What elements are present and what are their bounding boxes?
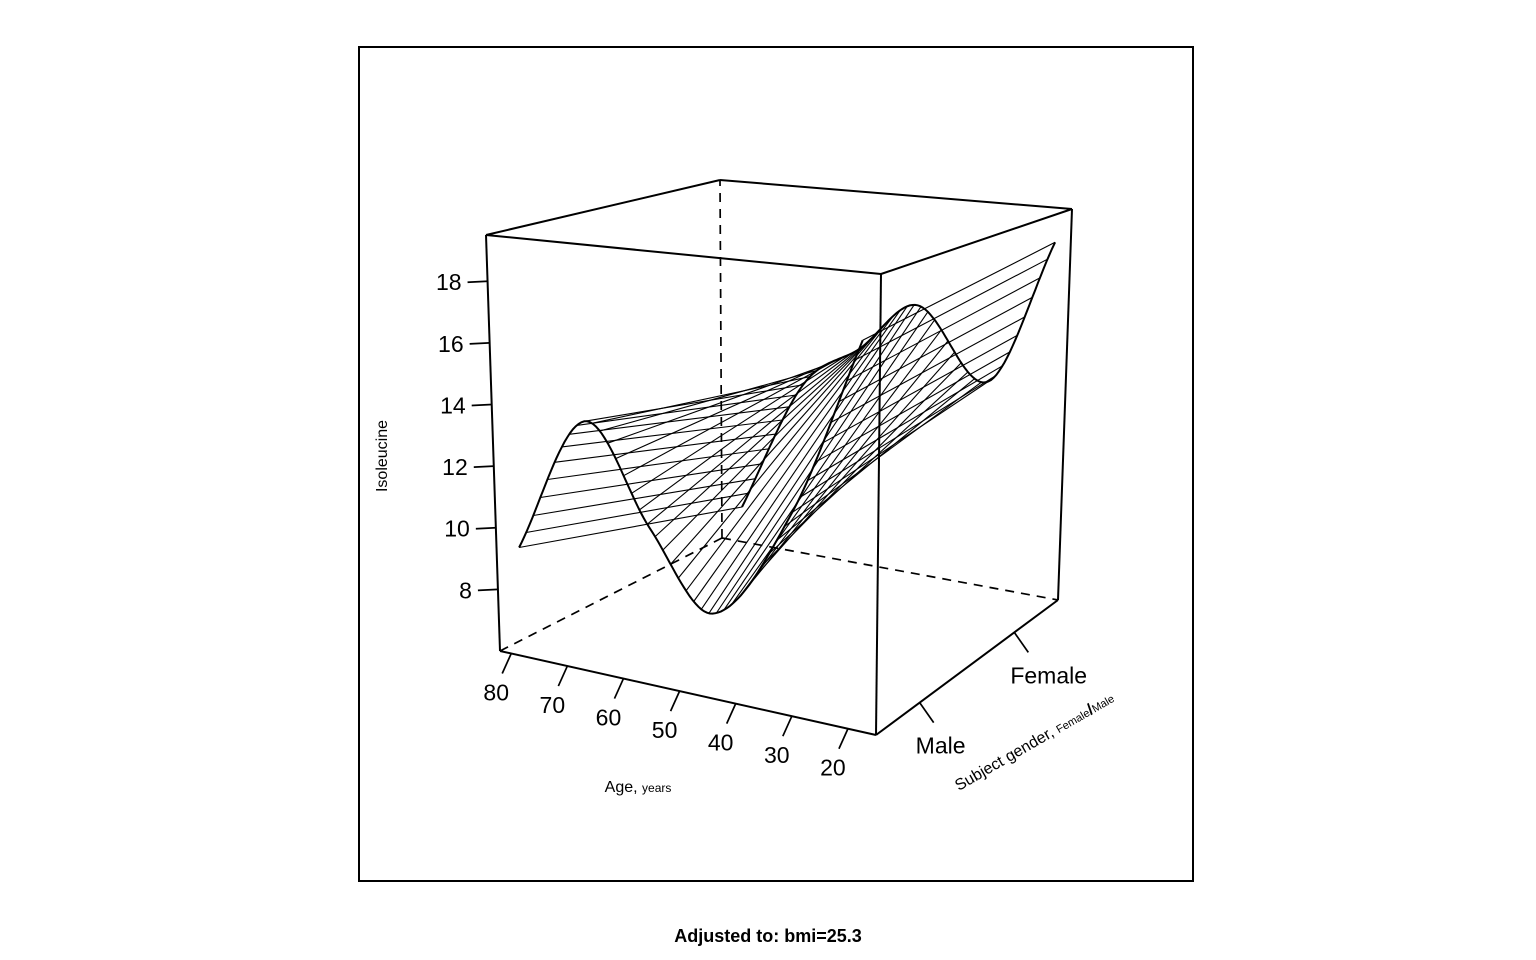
surface-line [599,369,817,432]
x-tick-label: 70 [540,692,566,718]
box-edge [875,273,882,736]
y-tick [1013,631,1030,653]
surface-line [807,365,1003,482]
z-tick [467,280,488,284]
x-tick [557,665,569,687]
box-front-edges [485,179,1073,736]
z-tick-label: 18 [436,269,462,295]
y-tick [918,702,935,724]
surface-line [554,433,776,463]
surface [518,241,1057,615]
x-tick [613,678,625,699]
box-hidden-edge [721,537,1059,601]
surface-line [846,277,1041,382]
z-tick-label: 10 [444,516,470,542]
surface-line [654,343,866,538]
x-tick-label: 50 [652,717,678,743]
surface-line [615,361,831,460]
surface-line [854,258,1048,361]
box-edge [880,208,1073,275]
surface-line [862,241,1056,341]
surface-line [576,394,797,426]
box-edge [485,234,501,652]
x-tick [669,690,681,712]
surface-line [761,362,962,567]
z-tick-label: 16 [438,331,464,357]
surface-line [639,353,852,511]
box-hidden-edges [499,179,1059,652]
surface-line [693,309,901,602]
surface-line [822,334,1018,444]
x-tick-label: 60 [596,705,622,731]
x-tick [838,728,849,750]
x-tick-label: 20 [820,755,846,781]
y-axis-label: Subject gender, Female/Male [952,690,1117,795]
box-edge [719,179,1073,210]
z-tick [469,342,490,345]
surface-line [700,305,908,610]
surface-line [791,381,989,513]
z-tick-label: 8 [459,577,472,603]
surface-line [838,296,1033,403]
surface-line [631,356,845,494]
box-hidden-edge [719,179,723,539]
surface-line [646,349,859,525]
z-tick [477,588,498,592]
box-edge [499,650,877,736]
box-edge [1057,208,1073,601]
z-tick [471,403,492,407]
z-axis-label: Isoleucine [374,420,391,492]
surface-line [731,319,936,605]
surface-edge-female [741,241,1057,508]
surface-line [526,492,749,534]
surface-line [815,351,1011,463]
surface-line [670,330,880,565]
adjustment-caption: Adjusted to: bmi=25.3 [674,926,862,946]
x-tick [725,703,737,725]
y-tick-label: Male [916,733,966,759]
x-tick-label: 30 [764,742,790,768]
surface-line [584,384,804,422]
surface-line [723,311,929,611]
surface-line [519,506,743,549]
x-tick [782,715,793,737]
surface-line [677,322,887,579]
y-tick-label: Female [1010,662,1087,688]
axes: 8 10 12 14 16 18 80 70 60 50 40 30 20 Male Female [436,269,1087,781]
surface-line [623,358,838,477]
surface-line [830,316,1026,423]
surface-line [799,375,996,498]
x-axis-label: Age, years [605,779,672,796]
box-edge [875,599,1059,736]
surface-edge-male [518,339,864,615]
z-tick [475,526,496,530]
surface-line [547,448,769,481]
plot-frame [358,46,1194,882]
z-tick-label: 12 [442,454,468,480]
surface-line [533,478,756,517]
x-tick-label: 80 [483,680,509,706]
surface-line [607,365,824,444]
surface-line [768,371,969,555]
surface-line [738,329,942,598]
x-tick-label: 40 [708,730,734,756]
box-edge [485,179,721,236]
surface-line [784,381,982,527]
z-tick-label: 14 [440,392,466,418]
box-edge [485,234,882,275]
surface-line [685,315,894,592]
z-tick [473,465,494,468]
x-tick [501,653,512,674]
surface-line [662,337,873,551]
